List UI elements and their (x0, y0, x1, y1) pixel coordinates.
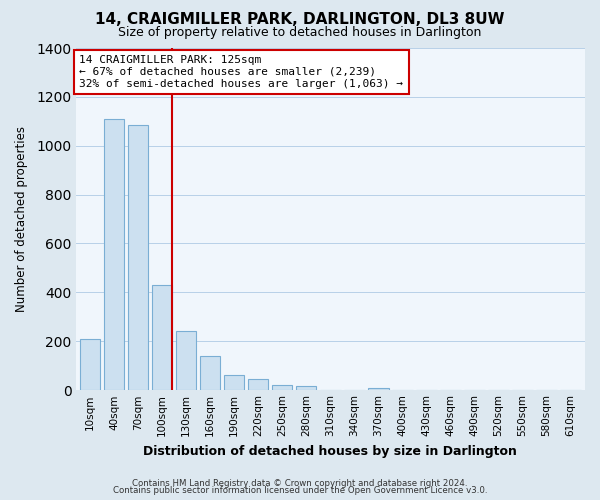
Text: Size of property relative to detached houses in Darlington: Size of property relative to detached ho… (118, 26, 482, 39)
Y-axis label: Number of detached properties: Number of detached properties (15, 126, 28, 312)
Bar (248, 378, 268, 390)
Text: 14, CRAIGMILLER PARK, DARLINGTON, DL3 8UW: 14, CRAIGMILLER PARK, DARLINGTON, DL3 8U… (95, 12, 505, 28)
Bar (80, 338, 100, 390)
Text: Contains HM Land Registry data © Crown copyright and database right 2024.: Contains HM Land Registry data © Crown c… (132, 478, 468, 488)
Bar (200, 356, 220, 390)
Bar (368, 388, 389, 390)
Bar (128, 125, 148, 390)
Bar (104, 119, 124, 390)
Bar (272, 384, 292, 390)
Text: Contains public sector information licensed under the Open Government Licence v3: Contains public sector information licen… (113, 486, 487, 495)
Bar (176, 332, 196, 390)
Bar (296, 386, 316, 390)
Bar (224, 376, 244, 390)
Bar (152, 285, 172, 390)
X-axis label: Distribution of detached houses by size in Darlington: Distribution of detached houses by size … (143, 444, 517, 458)
Text: 14 CRAIGMILLER PARK: 125sqm
← 67% of detached houses are smaller (2,239)
32% of : 14 CRAIGMILLER PARK: 125sqm ← 67% of det… (79, 56, 403, 88)
